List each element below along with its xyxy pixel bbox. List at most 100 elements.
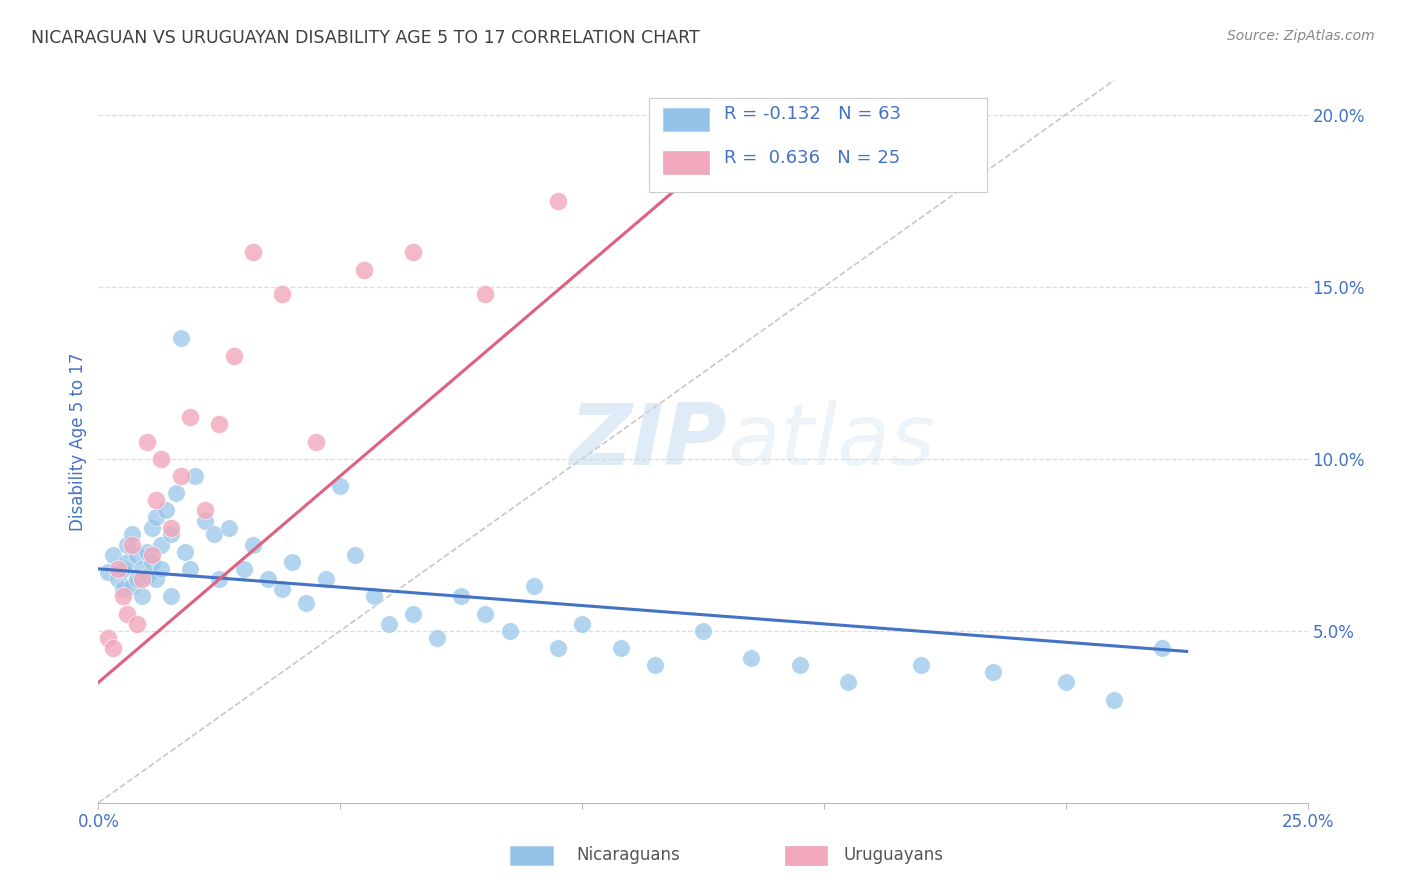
Point xyxy=(160,527,183,541)
Point xyxy=(450,590,472,604)
Point xyxy=(117,555,139,569)
Point xyxy=(131,590,153,604)
Point xyxy=(121,579,143,593)
Point xyxy=(1102,692,1125,706)
Point xyxy=(97,566,120,580)
Point xyxy=(692,624,714,638)
Point xyxy=(121,538,143,552)
Point xyxy=(1054,675,1077,690)
Point xyxy=(329,479,352,493)
Point xyxy=(150,562,173,576)
Point xyxy=(101,640,124,655)
Point xyxy=(165,486,187,500)
Point xyxy=(218,520,240,534)
Point xyxy=(315,572,337,586)
Point xyxy=(141,555,163,569)
Point xyxy=(271,286,294,301)
Point xyxy=(377,616,399,631)
Text: Uruguayans: Uruguayans xyxy=(844,846,943,863)
Point xyxy=(127,616,149,631)
Point xyxy=(169,331,191,345)
Point xyxy=(981,665,1004,679)
Point xyxy=(194,503,217,517)
Point xyxy=(150,451,173,466)
Point xyxy=(353,262,375,277)
Text: Nicaraguans: Nicaraguans xyxy=(576,846,681,863)
Point xyxy=(208,417,231,432)
Point xyxy=(242,538,264,552)
Point xyxy=(208,572,231,586)
Point xyxy=(135,434,157,449)
Point xyxy=(135,544,157,558)
Point xyxy=(107,562,129,576)
Point xyxy=(1152,640,1174,655)
Point xyxy=(295,596,318,610)
Point xyxy=(281,555,304,569)
Point xyxy=(155,503,177,517)
Point xyxy=(837,675,859,690)
Point xyxy=(910,658,932,673)
Point xyxy=(194,514,217,528)
Point xyxy=(474,286,496,301)
Point xyxy=(232,562,254,576)
FancyBboxPatch shape xyxy=(648,98,987,193)
Point xyxy=(169,469,191,483)
Point xyxy=(644,658,666,673)
Point xyxy=(740,651,762,665)
Point xyxy=(131,562,153,576)
Point xyxy=(101,548,124,562)
Text: R = -0.132   N = 63: R = -0.132 N = 63 xyxy=(724,105,901,123)
Text: R =  0.636   N = 25: R = 0.636 N = 25 xyxy=(724,149,900,167)
Point xyxy=(97,631,120,645)
Point xyxy=(121,527,143,541)
Point xyxy=(117,607,139,621)
Point xyxy=(271,582,294,597)
Point xyxy=(474,607,496,621)
Point xyxy=(184,469,207,483)
Point xyxy=(145,493,167,508)
Point xyxy=(111,582,134,597)
Bar xyxy=(664,151,709,174)
Point xyxy=(174,544,197,558)
Point xyxy=(523,579,546,593)
Point xyxy=(179,562,201,576)
Text: ZIP: ZIP xyxy=(569,400,727,483)
Point xyxy=(402,245,425,260)
Point xyxy=(150,538,173,552)
Point xyxy=(204,527,226,541)
Y-axis label: Disability Age 5 to 17: Disability Age 5 to 17 xyxy=(69,352,87,531)
Point xyxy=(610,640,633,655)
Point xyxy=(789,658,811,673)
Text: Source: ZipAtlas.com: Source: ZipAtlas.com xyxy=(1227,29,1375,44)
Point xyxy=(135,568,157,582)
Point xyxy=(131,572,153,586)
Point xyxy=(107,572,129,586)
Point xyxy=(402,607,425,621)
Point xyxy=(141,520,163,534)
Point xyxy=(222,349,245,363)
Text: atlas: atlas xyxy=(727,400,935,483)
Point xyxy=(117,538,139,552)
Point xyxy=(547,640,569,655)
Point xyxy=(305,434,328,449)
Point xyxy=(145,572,167,586)
Point xyxy=(160,590,183,604)
Point xyxy=(498,624,520,638)
Point xyxy=(141,548,163,562)
Point xyxy=(111,562,134,576)
Point xyxy=(256,572,278,586)
Point xyxy=(179,410,201,425)
Point xyxy=(242,245,264,260)
Point xyxy=(111,590,134,604)
Point xyxy=(426,631,449,645)
Point xyxy=(160,520,183,534)
Point xyxy=(363,590,385,604)
Text: NICARAGUAN VS URUGUAYAN DISABILITY AGE 5 TO 17 CORRELATION CHART: NICARAGUAN VS URUGUAYAN DISABILITY AGE 5… xyxy=(31,29,700,47)
Point xyxy=(343,548,366,562)
Point xyxy=(127,548,149,562)
Point xyxy=(547,194,569,208)
Bar xyxy=(664,108,709,131)
Point xyxy=(571,616,593,631)
Point xyxy=(145,510,167,524)
Point xyxy=(127,572,149,586)
